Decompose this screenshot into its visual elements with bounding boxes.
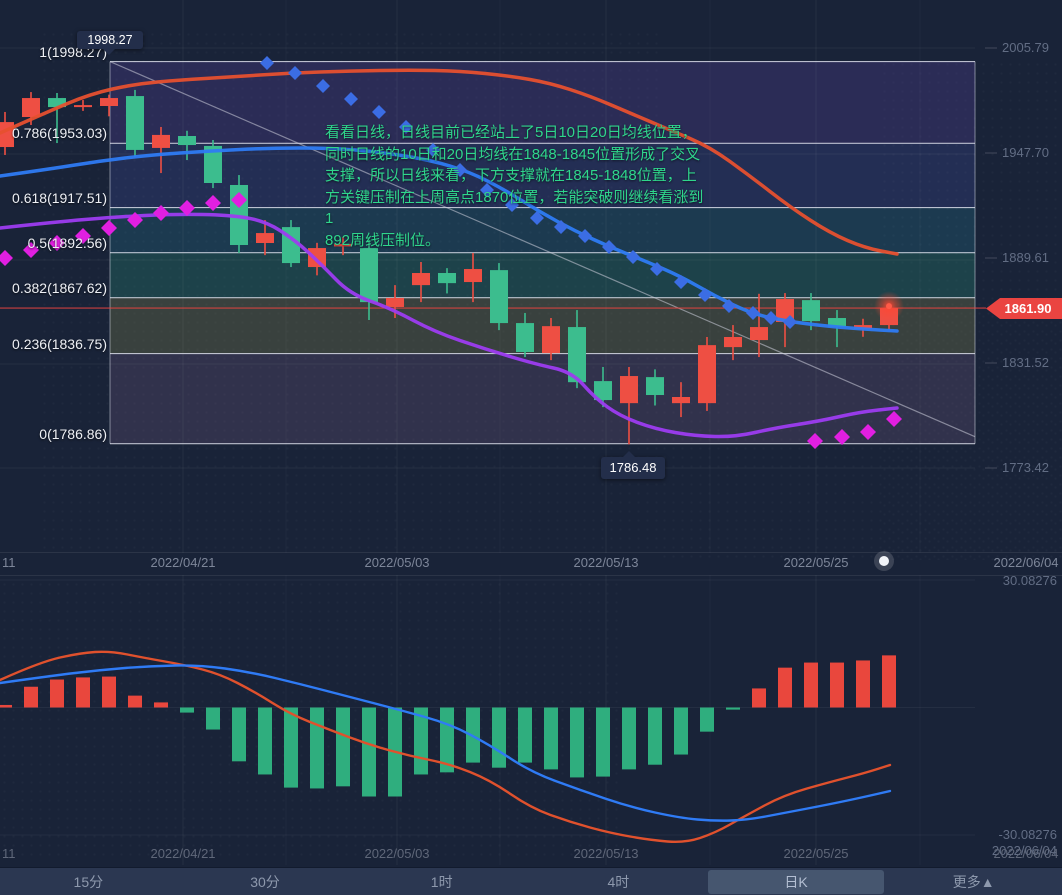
trendline	[109, 61, 976, 438]
more-timeframes-button[interactable]: 更多▲	[952, 874, 995, 890]
low-price-tooltip: 1786.48	[601, 451, 665, 479]
last-price-badge: 1861.90	[986, 298, 1062, 319]
signal-diamonds	[0, 56, 902, 449]
ma-red	[0, 68, 899, 256]
candle	[412, 273, 430, 286]
candle	[828, 318, 846, 328]
candle	[360, 248, 378, 303]
candle	[48, 98, 66, 108]
macd-histogram	[0, 655, 896, 797]
candle	[802, 300, 820, 322]
candle	[646, 377, 664, 396]
candle	[672, 397, 690, 404]
candle	[490, 270, 508, 324]
candle	[386, 297, 404, 307]
timeframe-daily-button[interactable]: 日K	[707, 870, 885, 894]
timeframe-15m-button[interactable]: 15分	[73, 874, 104, 890]
candle	[308, 248, 326, 268]
fib-zones	[110, 61, 975, 444]
candle	[464, 269, 482, 283]
candle	[568, 327, 586, 383]
candle	[854, 325, 872, 330]
candle	[698, 345, 716, 404]
analyst-note: 看看日线，日线目前已经站上了5日10日20日均线位置， 同时日线的10日和20日…	[325, 124, 704, 249]
candle	[256, 233, 274, 244]
high-price-tooltip: 1998.27	[77, 31, 143, 55]
candle	[152, 134, 170, 148]
candle	[620, 376, 638, 404]
ma-purple	[0, 212, 899, 439]
timeframe-4h-button[interactable]: 4时	[607, 874, 630, 890]
candle	[516, 323, 534, 352]
macd-dif-line	[0, 650, 892, 844]
date-axis-scrubber[interactable]	[874, 551, 894, 571]
candle	[594, 381, 612, 401]
candle	[542, 326, 560, 354]
low-price-tooltip-text: 1786.48	[609, 460, 657, 475]
macd-dea-line	[0, 664, 892, 822]
candle	[74, 105, 92, 108]
high-price-tooltip-text: 1998.27	[87, 33, 133, 47]
macd-lines	[0, 650, 892, 844]
candle	[750, 327, 768, 341]
candle	[438, 273, 456, 284]
timeframe-toolbar: 15分 30分 1时 4时 日K 更多▲	[0, 867, 1062, 895]
candle	[178, 136, 196, 146]
candle	[100, 98, 118, 107]
timeframe-1h-button[interactable]: 1时	[430, 874, 453, 890]
moving-averages	[0, 68, 899, 439]
ma-blue	[0, 146, 899, 333]
candle	[204, 145, 222, 183]
candle	[724, 336, 742, 348]
timeframe-30m-button[interactable]: 30分	[250, 874, 280, 890]
candle	[334, 243, 352, 247]
fibonacci-retracement	[109, 61, 976, 445]
candle	[126, 96, 144, 150]
candle	[22, 98, 40, 118]
